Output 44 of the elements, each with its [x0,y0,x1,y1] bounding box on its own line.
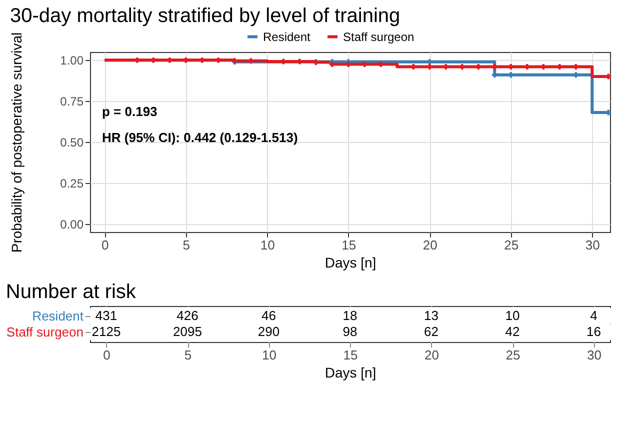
x-tick-label: 0 [102,238,109,252]
data-label: 46 [262,308,276,323]
data-label: 2125 [92,324,121,340]
x-tick-label: 5 [184,348,192,362]
data-label: 426 [176,308,198,323]
legend-label: Resident [263,30,312,44]
x-tick-label: 30 [585,238,600,252]
x-tick-label: 15 [342,238,356,252]
data-label: 18 [342,308,358,323]
data-label: 431 [95,308,118,323]
x-tick-label: 15 [343,348,358,362]
y-tick-label: Resident [32,308,84,324]
x-tick-label: 20 [424,348,439,362]
x-tick-label: 10 [260,238,275,252]
data-label: 290 [258,324,280,340]
data-label: 16 [586,324,601,340]
x-tick-label: 20 [422,238,438,252]
x-tick-label: 25 [504,238,519,252]
chart-title: 30-day mortality stratified by level of training [10,4,400,27]
x-tick-label: 5 [182,238,190,252]
y-tick-label: Staff surgeon [6,324,84,340]
y-tick-label: 0.25 [60,176,84,190]
annotation: HR (95% CI): 0.442 (0.129-1.513) [102,130,298,145]
data-label: 10 [505,308,520,323]
data-label: 62 [424,324,438,340]
data-label: 2095 [173,324,202,340]
data-label: 98 [342,324,358,340]
data-label: 13 [424,308,438,323]
y-tick-label: 0.00 [60,217,84,232]
data-label: 4 [590,308,598,323]
x-tick-label: 10 [262,348,276,362]
data-label: 42 [505,324,520,340]
y-axis-title: Probability of postoperative survival [8,32,24,253]
annotation: p = 0.193 [102,104,158,119]
chart-title: Number at risk [6,281,137,303]
x-tick-label: 25 [506,348,520,362]
y-tick-label: 0.50 [60,136,84,150]
x-axis-title: Days [n] [324,364,376,380]
x-axis-title: Days [n] [324,254,376,270]
x-tick-label: 0 [103,348,110,362]
y-tick-label: 0.75 [60,94,84,109]
y-tick-label: 1.00 [60,54,84,68]
legend-label: Staff surgeon [343,30,414,44]
x-tick-label: 30 [587,348,602,362]
